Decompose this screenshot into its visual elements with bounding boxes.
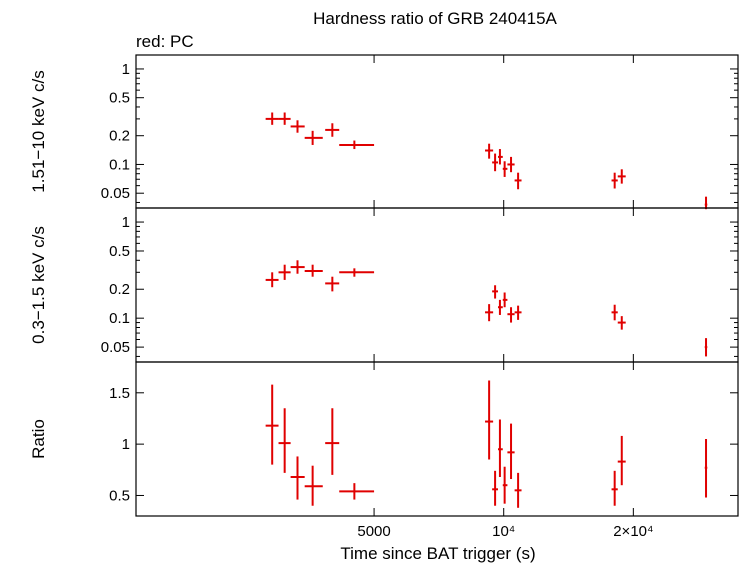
y-tick-label: 1	[122, 436, 130, 453]
data-point	[492, 470, 499, 506]
data-point	[325, 123, 340, 137]
data-point	[304, 465, 323, 506]
data-point	[498, 419, 503, 477]
data-point	[265, 112, 279, 125]
data-point	[704, 439, 708, 498]
data-point	[502, 161, 508, 177]
y-tick-label: 0.05	[101, 339, 130, 356]
data-point	[290, 456, 305, 500]
data-point	[492, 285, 499, 299]
x-axis-label: Time since BAT trigger (s)	[340, 544, 535, 563]
data-point	[611, 172, 618, 189]
data-point	[502, 292, 508, 308]
y-tick-label: 0.2	[109, 128, 130, 145]
chart-annotation: red: PC	[136, 32, 194, 51]
data-point	[498, 149, 503, 165]
panel-ratio: 1.5 1 0.5 Ratio 5000 10⁴ 2×10⁴	[29, 361, 739, 540]
data-point	[507, 423, 515, 480]
data-point	[704, 196, 708, 210]
x-tick-label: 2×10⁴	[613, 523, 653, 540]
data-point	[325, 276, 340, 292]
data-point	[507, 156, 515, 173]
y-tick-label: 0.5	[109, 243, 130, 260]
data-point	[265, 272, 279, 288]
y-tick-label: 0.1	[109, 310, 130, 327]
data-point	[304, 130, 323, 145]
plot-frame-hard	[135, 54, 739, 209]
data-point	[339, 483, 375, 500]
data-point	[485, 143, 494, 159]
data-point	[514, 305, 522, 320]
data-point	[611, 470, 618, 506]
data-point	[617, 169, 626, 184]
data-point	[514, 472, 522, 508]
data-point	[290, 260, 305, 274]
y-tick-label: 1	[122, 61, 130, 78]
data-point	[325, 408, 340, 475]
data-point	[617, 316, 626, 330]
data-point	[507, 307, 515, 323]
y-tick-label: 0.5	[109, 90, 130, 107]
data-point	[704, 338, 708, 357]
y-tick-label: 0.2	[109, 281, 130, 298]
y-axis-label-ratio: Ratio	[29, 419, 48, 459]
data-point	[278, 408, 291, 473]
panel-soft-band: 1 0.5 0.2 0.1 0.05 0.3−1.5 keV c/s	[29, 207, 739, 363]
y-tick-label: 1.5	[109, 385, 130, 402]
data-point	[514, 172, 522, 190]
y-tick-label: 1	[122, 214, 130, 231]
data-point	[502, 466, 508, 504]
data-point	[492, 153, 499, 172]
data-point	[304, 264, 323, 277]
data-point	[290, 120, 305, 133]
data-point	[339, 140, 375, 150]
x-tick-label: 5000	[357, 523, 390, 540]
data-point	[498, 299, 503, 315]
data-point	[485, 304, 494, 322]
y-tick-label: 0.05	[101, 185, 130, 202]
plot-frame-soft	[135, 207, 739, 363]
panel-hard-band: 1 0.5 0.2 0.1 0.05 1.51−10 keV c/s	[29, 54, 739, 210]
y-tick-label: 0.1	[109, 156, 130, 173]
data-point	[485, 380, 494, 460]
y-axis-label-soft: 0.3−1.5 keV c/s	[29, 226, 48, 344]
data-point	[265, 384, 279, 465]
plot-frame-ratio	[135, 361, 739, 517]
y-axis-label-hard: 1.51−10 keV c/s	[29, 70, 48, 192]
data-point	[611, 304, 618, 321]
data-point	[617, 435, 626, 486]
x-tick-label: 10⁴	[492, 523, 515, 540]
data-point	[278, 112, 291, 125]
chart-title: Hardness ratio of GRB 240415A	[313, 9, 557, 28]
data-point	[339, 268, 375, 277]
y-tick-label: 0.5	[109, 487, 130, 504]
data-point	[278, 264, 291, 280]
